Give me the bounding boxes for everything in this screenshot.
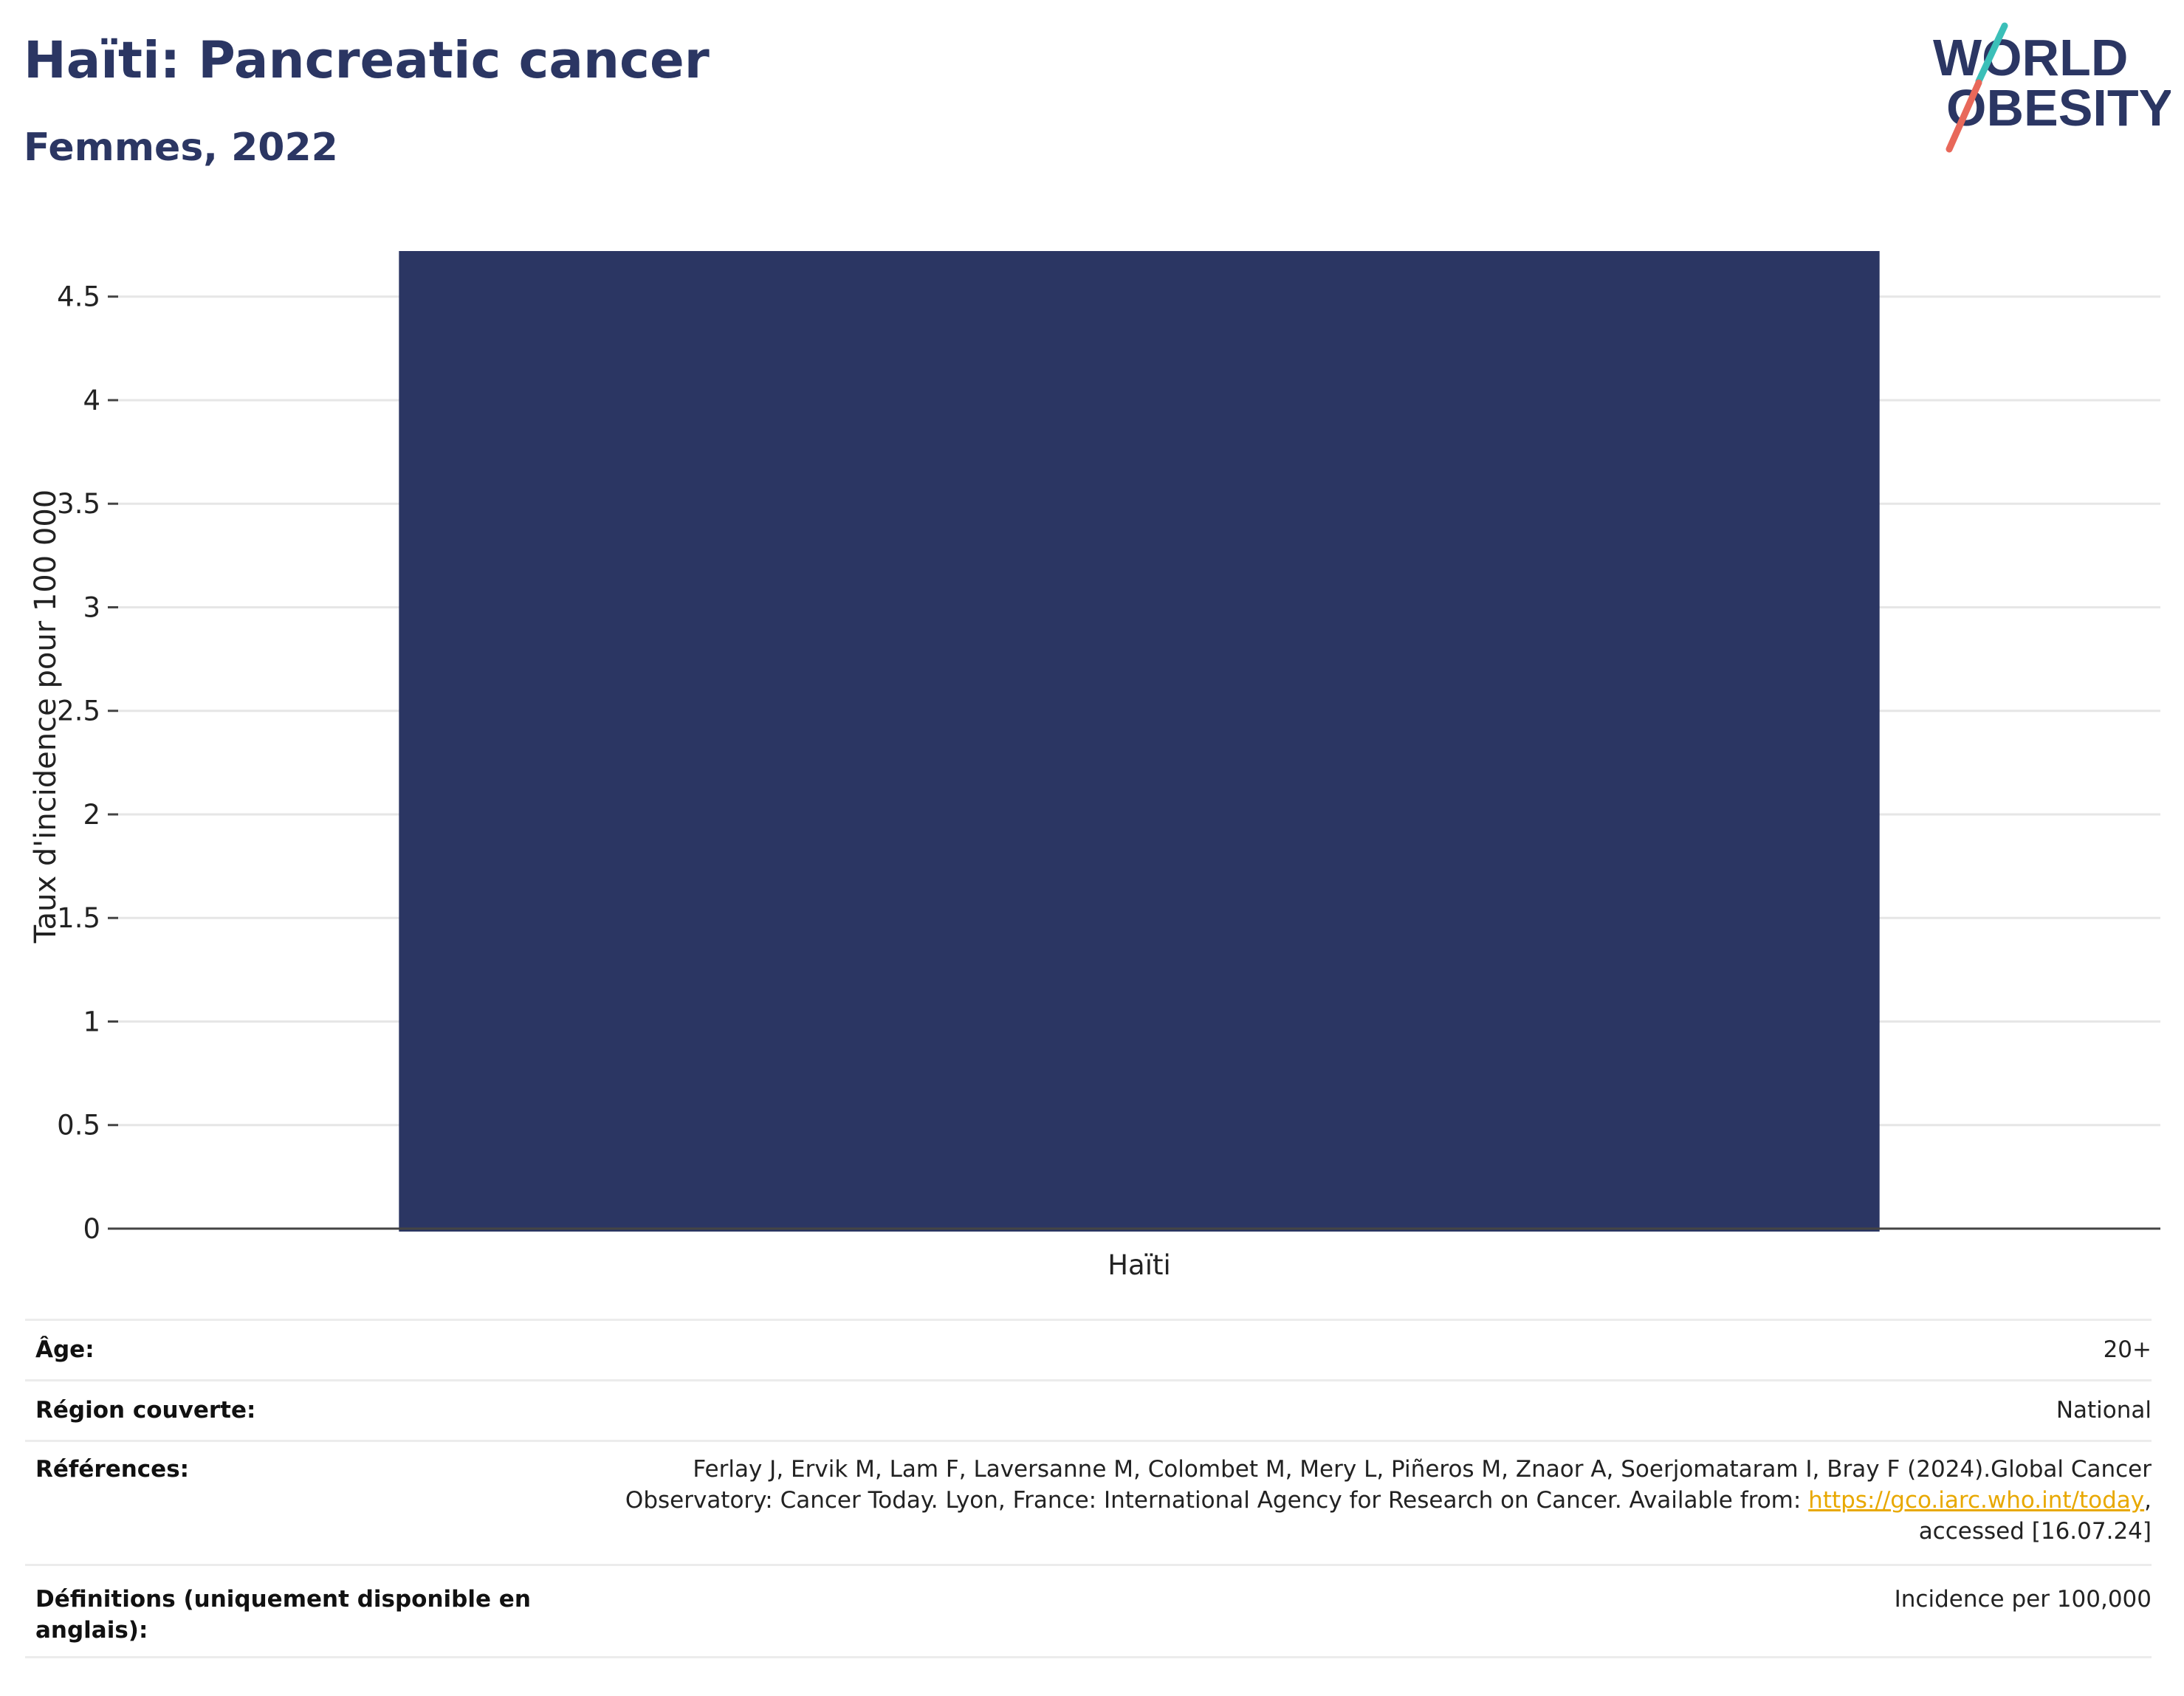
references-label: Références: <box>35 1456 190 1483</box>
x-tick-label: Haïti <box>1108 1249 1171 1281</box>
world-obesity-logo: WORLD OBESITY <box>1933 22 2171 153</box>
references-value: Ferlay J, Ervik M, Lam F, Laversanne M, … <box>601 1454 2152 1547</box>
references-text-4: accessed [16.07.24] <box>1918 1518 2152 1545</box>
meta-row-region: Région couverte: National <box>25 1379 2152 1441</box>
bar-chart: 0 0.5 1 1.5 2 2.5 3 3.5 4 4.5 Haïti Taux d'incide… <box>29 251 2160 1281</box>
y-axis-label: Taux d'incidence pour 100 000 <box>29 490 63 944</box>
logo-text-obesity: OBESITY <box>1946 79 2171 137</box>
definitions-label: Définitions (uniquement disponible en an… <box>35 1586 531 1644</box>
y-tick-label: 3 <box>83 591 100 623</box>
meta-row-references: Références: Ferlay J, Ervik M, Lam F, La… <box>25 1440 2152 1565</box>
y-tick-labels: 0 0.5 1 1.5 2 2.5 3 3.5 4 4.5 <box>57 281 118 1245</box>
y-tick-label: 3.5 <box>57 488 100 520</box>
chart-title: Haïti: Pancreatic cancer <box>24 31 710 90</box>
y-tick-label: 4 <box>83 385 100 416</box>
chart-subtitle: Femmes, 2022 <box>24 126 338 170</box>
references-text-1: Ferlay J, Ervik M, Lam F, Laversanne M, … <box>693 1456 2152 1483</box>
region-value: National <box>2056 1397 2152 1424</box>
age-label: Âge: <box>35 1336 95 1363</box>
y-tick-label: 2.5 <box>57 696 100 727</box>
age-value: 20+ <box>2103 1336 2152 1363</box>
definitions-value: Incidence per 100,000 <box>1894 1586 2152 1613</box>
region-label: Région couverte: <box>35 1397 256 1424</box>
references-text-3: , <box>2144 1487 2152 1514</box>
bar <box>399 251 1880 1232</box>
bars <box>399 251 1880 1232</box>
y-tick-label: 2 <box>83 799 100 831</box>
references-text-2: Observatory: Cancer Today. Lyon, France:… <box>625 1487 1809 1514</box>
logo-slash-top <box>1975 22 2008 85</box>
y-tick-label: 1 <box>83 1006 100 1037</box>
meta-row-age: Âge: 20+ <box>25 1319 2152 1380</box>
bottom-divider <box>25 1656 2152 1658</box>
logo-text-world: WORLD <box>1933 29 2128 86</box>
logo-slash-bottom <box>1946 79 1982 153</box>
y-tick-label: 0 <box>83 1213 100 1245</box>
y-tick-label: 4.5 <box>57 281 100 313</box>
meta-row-definitions: Définitions (uniquement disponible en an… <box>25 1564 2152 1658</box>
references-link[interactable]: https://gco.iarc.who.int/today <box>1808 1487 2145 1514</box>
x-tick-labels: Haïti <box>1108 1249 1171 1281</box>
y-tick-label: 0.5 <box>57 1110 100 1141</box>
y-tick-label: 1.5 <box>57 902 100 934</box>
